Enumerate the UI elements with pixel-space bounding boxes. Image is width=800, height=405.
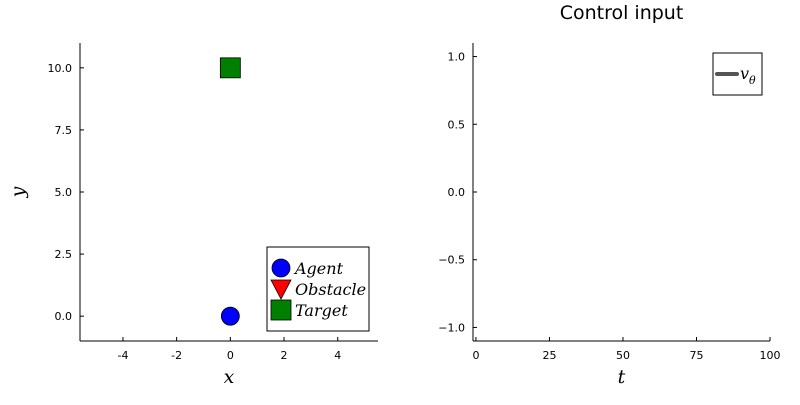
chart-title: Control input: [560, 2, 684, 24]
x-tick-label: 2: [281, 349, 288, 362]
legend-label-agent: Agent: [293, 259, 344, 278]
legend-label-obstacle: Obstacle: [295, 280, 366, 299]
legend-marker-obstacle: [270, 279, 292, 300]
x-tick-label: 100: [760, 349, 781, 362]
legend-label-v: v: [740, 64, 749, 83]
scatter-plot: -4 -2 0 2 4 0.0 2.5 5.0 7.5 10.0 x y Agent Obstacle Ta…: [7, 43, 378, 388]
x-axis-label: t: [618, 366, 626, 388]
x-tick-label: -4: [117, 349, 128, 362]
y-tick-label: −0.5: [438, 254, 465, 267]
x-tick-label: 25: [542, 349, 556, 362]
x-tick-label: 75: [689, 349, 703, 362]
x-axis-label: x: [224, 366, 235, 388]
y-tick-label: 0.5: [448, 118, 466, 131]
legend-label-target: Target: [295, 301, 348, 320]
y-axis-label: y: [7, 186, 29, 198]
x-tick-label: 50: [616, 349, 630, 362]
x-tick-label: 0: [472, 349, 479, 362]
y-tick-label: 7.5: [55, 124, 73, 137]
legend-marker-target: [270, 299, 292, 321]
x-tick-label: 0: [227, 349, 234, 362]
y-tick-label: −1.0: [438, 321, 465, 334]
x-tick-label: 4: [334, 349, 341, 362]
y-tick-label: 5.0: [55, 186, 73, 199]
x-tick-label: -2: [171, 349, 182, 362]
data-point-target: [219, 57, 241, 79]
y-tick-label: 1.0: [448, 51, 466, 64]
y-tick-label: 2.5: [55, 248, 73, 261]
y-tick-label: 0.0: [448, 186, 466, 199]
y-tick-label: 0.0: [55, 310, 73, 323]
control-input-plot: 0 25 50 75 100 −1.0 −0.5 0.0 0.5 1.0 t Control inpu…: [438, 2, 780, 388]
y-tick-label: 10.0: [48, 62, 73, 75]
data-point-agent: [220, 306, 240, 326]
legend-label-subscript: θ: [749, 74, 756, 87]
legend-marker-agent: [271, 258, 291, 278]
